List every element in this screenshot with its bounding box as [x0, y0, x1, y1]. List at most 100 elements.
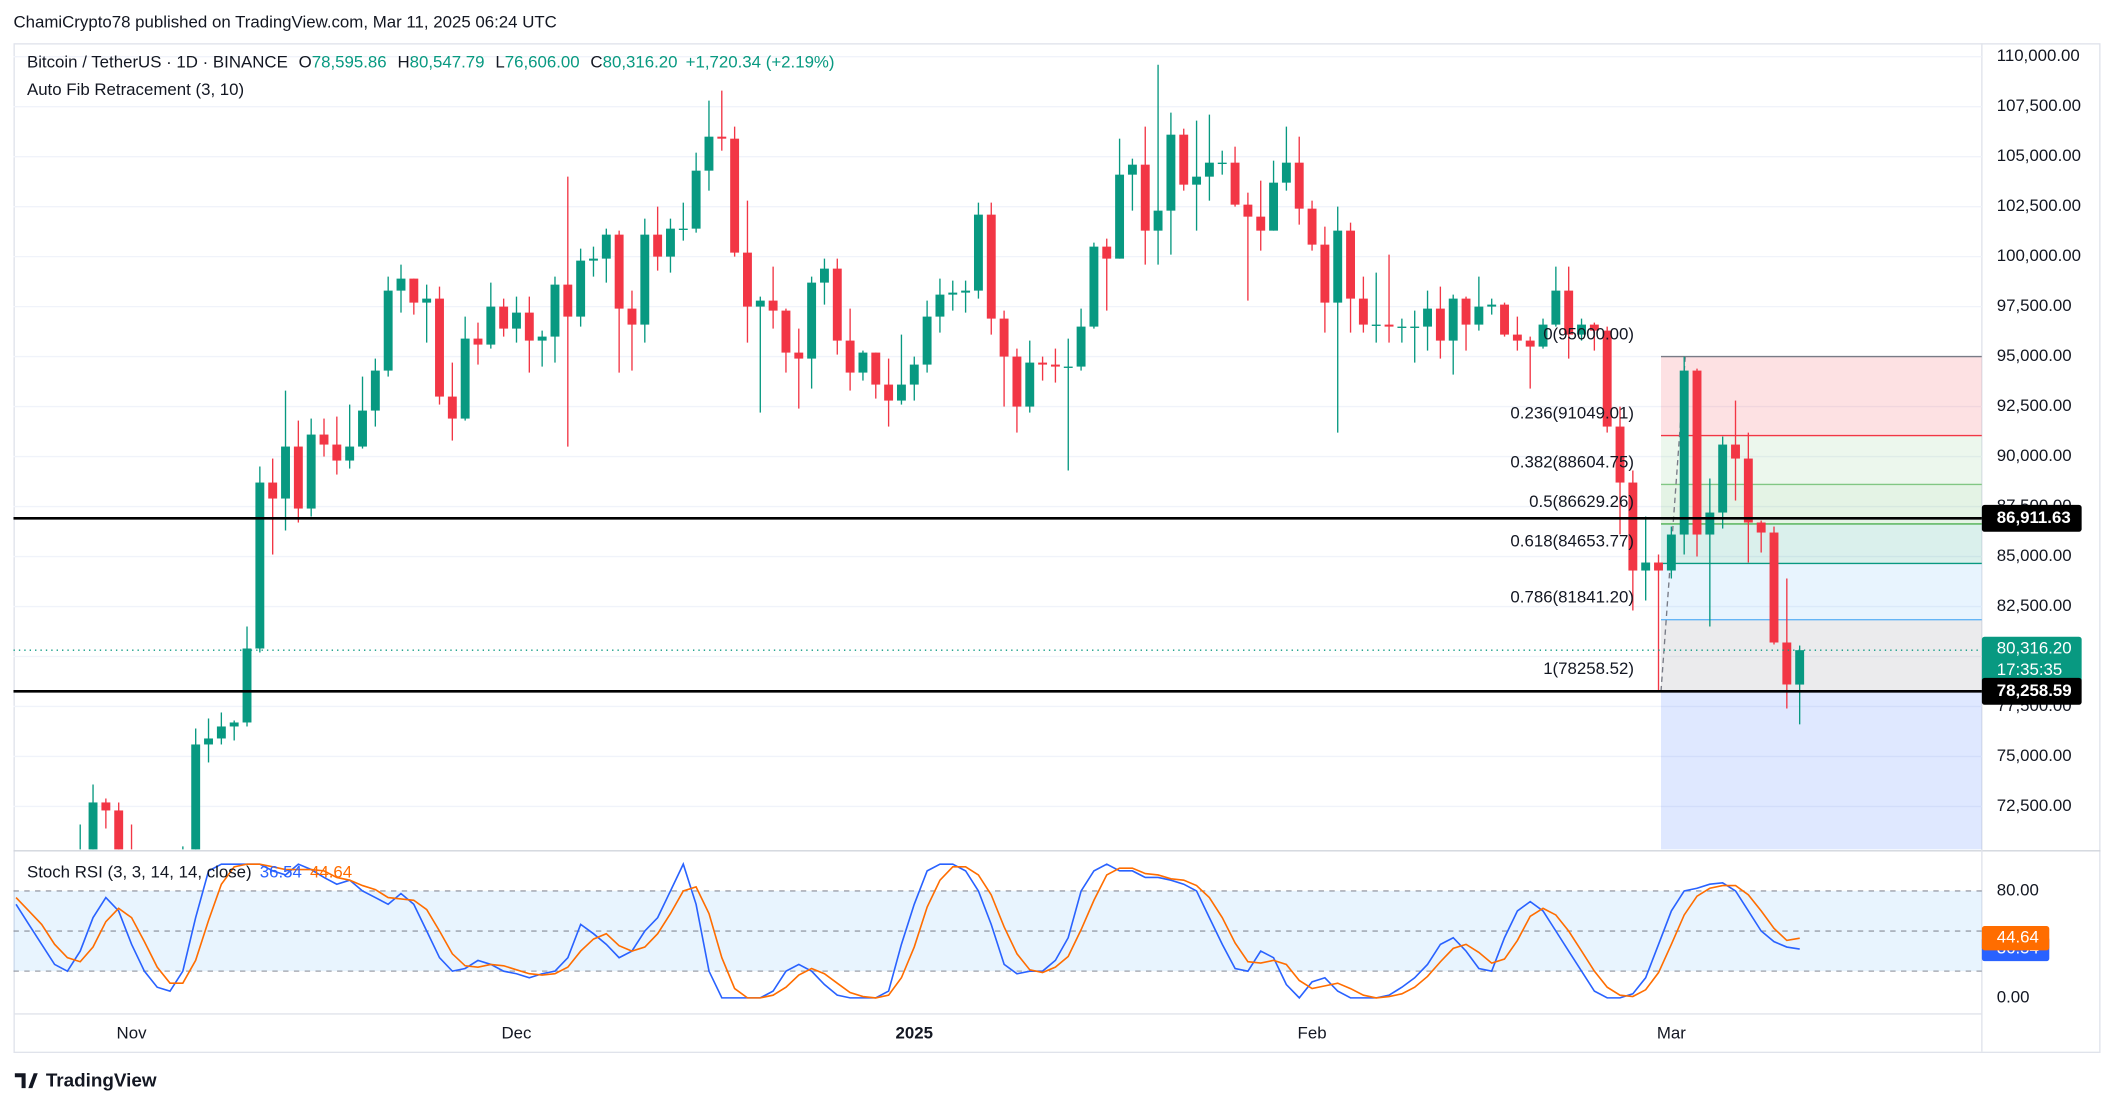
candle-body — [1641, 562, 1651, 571]
level-badge — [1981, 677, 2082, 705]
candle-body — [1705, 512, 1715, 535]
candle-body — [216, 726, 226, 739]
candle-body — [1487, 304, 1497, 307]
candle-body — [563, 284, 573, 317]
candle-body — [524, 312, 534, 341]
candle-body — [1153, 210, 1163, 231]
candle-body — [1602, 330, 1612, 427]
fib-label: 0.786(81841.20) — [1510, 588, 1634, 607]
change: +1,720.34 (+2.19%) — [686, 53, 835, 72]
candle-body — [986, 214, 996, 319]
y-tick-label: 105,000.00 — [1997, 146, 2081, 165]
candle-body — [486, 306, 496, 345]
candle-body — [781, 310, 791, 353]
candle-body — [1166, 134, 1176, 211]
candle-body — [370, 370, 380, 411]
fib-zone — [1661, 356, 1982, 436]
candle-body — [537, 336, 547, 341]
candle-body — [614, 234, 624, 309]
ohlc-value: 78,595.86 — [312, 53, 387, 72]
candle-body — [1512, 334, 1522, 341]
x-tick-label: Nov — [117, 1024, 148, 1043]
stoch-tick-label: 80.00 — [1997, 880, 2039, 899]
candle-body — [717, 136, 727, 139]
candle-body — [1384, 324, 1394, 327]
y-tick-label: 92,500.00 — [1997, 396, 2072, 415]
d-value: 44.64 — [310, 863, 352, 882]
candle-body — [1204, 162, 1214, 177]
candle-body — [807, 282, 817, 359]
y-tick-label: 102,500.00 — [1997, 196, 2081, 215]
candle-body — [1731, 444, 1740, 459]
candle-body — [268, 482, 278, 499]
y-tick-label: 95,000.00 — [1997, 346, 2072, 365]
candle-body — [383, 290, 393, 371]
candle-body — [1371, 324, 1381, 326]
candle-body — [1294, 162, 1304, 209]
candle-body — [512, 312, 521, 329]
level-label: 86,911.63 — [1997, 508, 2071, 527]
candle-body — [858, 352, 868, 373]
candle-body — [640, 234, 650, 325]
candle-body — [319, 434, 329, 445]
fib-label: 1(78258.52) — [1543, 659, 1634, 678]
logo-text: TradingView — [46, 1069, 157, 1090]
y-tick-label: 82,500.00 — [1997, 596, 2072, 615]
y-tick-label: 100,000.00 — [1997, 246, 2081, 265]
candle-body — [1448, 298, 1458, 341]
candle-body — [101, 802, 111, 811]
y-tick-label: 75,000.00 — [1997, 746, 2072, 765]
fib-label: 0.618(84653.77) — [1510, 531, 1634, 550]
candle-body — [704, 136, 714, 171]
candle-body — [1577, 324, 1586, 335]
candle-body — [345, 446, 355, 461]
candle-body — [1217, 162, 1227, 165]
candle-body — [1012, 356, 1022, 407]
candle-body — [1615, 426, 1625, 483]
fib-zone — [1661, 563, 1982, 620]
candle-body — [88, 802, 98, 850]
candle-body — [820, 268, 829, 283]
overlay: 110,000.00 107,500.00 105,000.00 102,500.00… — [13, 46, 2082, 1043]
candle-body — [1269, 182, 1279, 231]
candle-body — [242, 648, 252, 723]
candle-body — [1115, 174, 1125, 259]
ohlc-value: 80,547.79 — [410, 53, 485, 72]
candle-body — [281, 446, 290, 499]
y-tick-label: 107,500.00 — [1997, 96, 2081, 115]
logo: TradingView — [14, 1069, 157, 1090]
stoch-title: Stoch RSI (3, 3, 14, 14, close) — [27, 863, 252, 882]
candle-body — [653, 234, 663, 257]
stoch-line — [15, 861, 1800, 1000]
candle-body — [1525, 340, 1535, 347]
y-tick-label: 110,000.00 — [1997, 46, 2080, 65]
logo-icon — [14, 1073, 38, 1089]
candle-body — [358, 410, 367, 447]
fib-zone — [1661, 523, 1982, 564]
candle-body — [666, 228, 675, 257]
candle-body — [1256, 216, 1266, 231]
fib-label: 0(95000.00) — [1543, 324, 1634, 343]
stoch-line — [15, 863, 1800, 999]
candle-body — [1050, 364, 1060, 367]
ohlc-key: C — [590, 53, 602, 72]
candle-body — [589, 258, 598, 261]
candle-body — [229, 722, 239, 727]
candle-body — [204, 738, 213, 745]
candle-body — [1538, 324, 1548, 347]
candle-body — [999, 318, 1009, 357]
candle-body — [255, 482, 265, 649]
candle-body — [832, 268, 842, 341]
candle-body — [1076, 326, 1086, 367]
candle-body — [1127, 164, 1137, 175]
x-tick-label: 2025 — [896, 1024, 933, 1043]
countdown: 17:35:35 — [1997, 660, 2063, 679]
candle-body — [473, 338, 483, 345]
candle-body — [909, 364, 919, 385]
candle-body — [1679, 370, 1689, 535]
last-price-badge — [1981, 636, 2082, 683]
frame — [13, 43, 2101, 1054]
candle-body — [1346, 230, 1356, 299]
